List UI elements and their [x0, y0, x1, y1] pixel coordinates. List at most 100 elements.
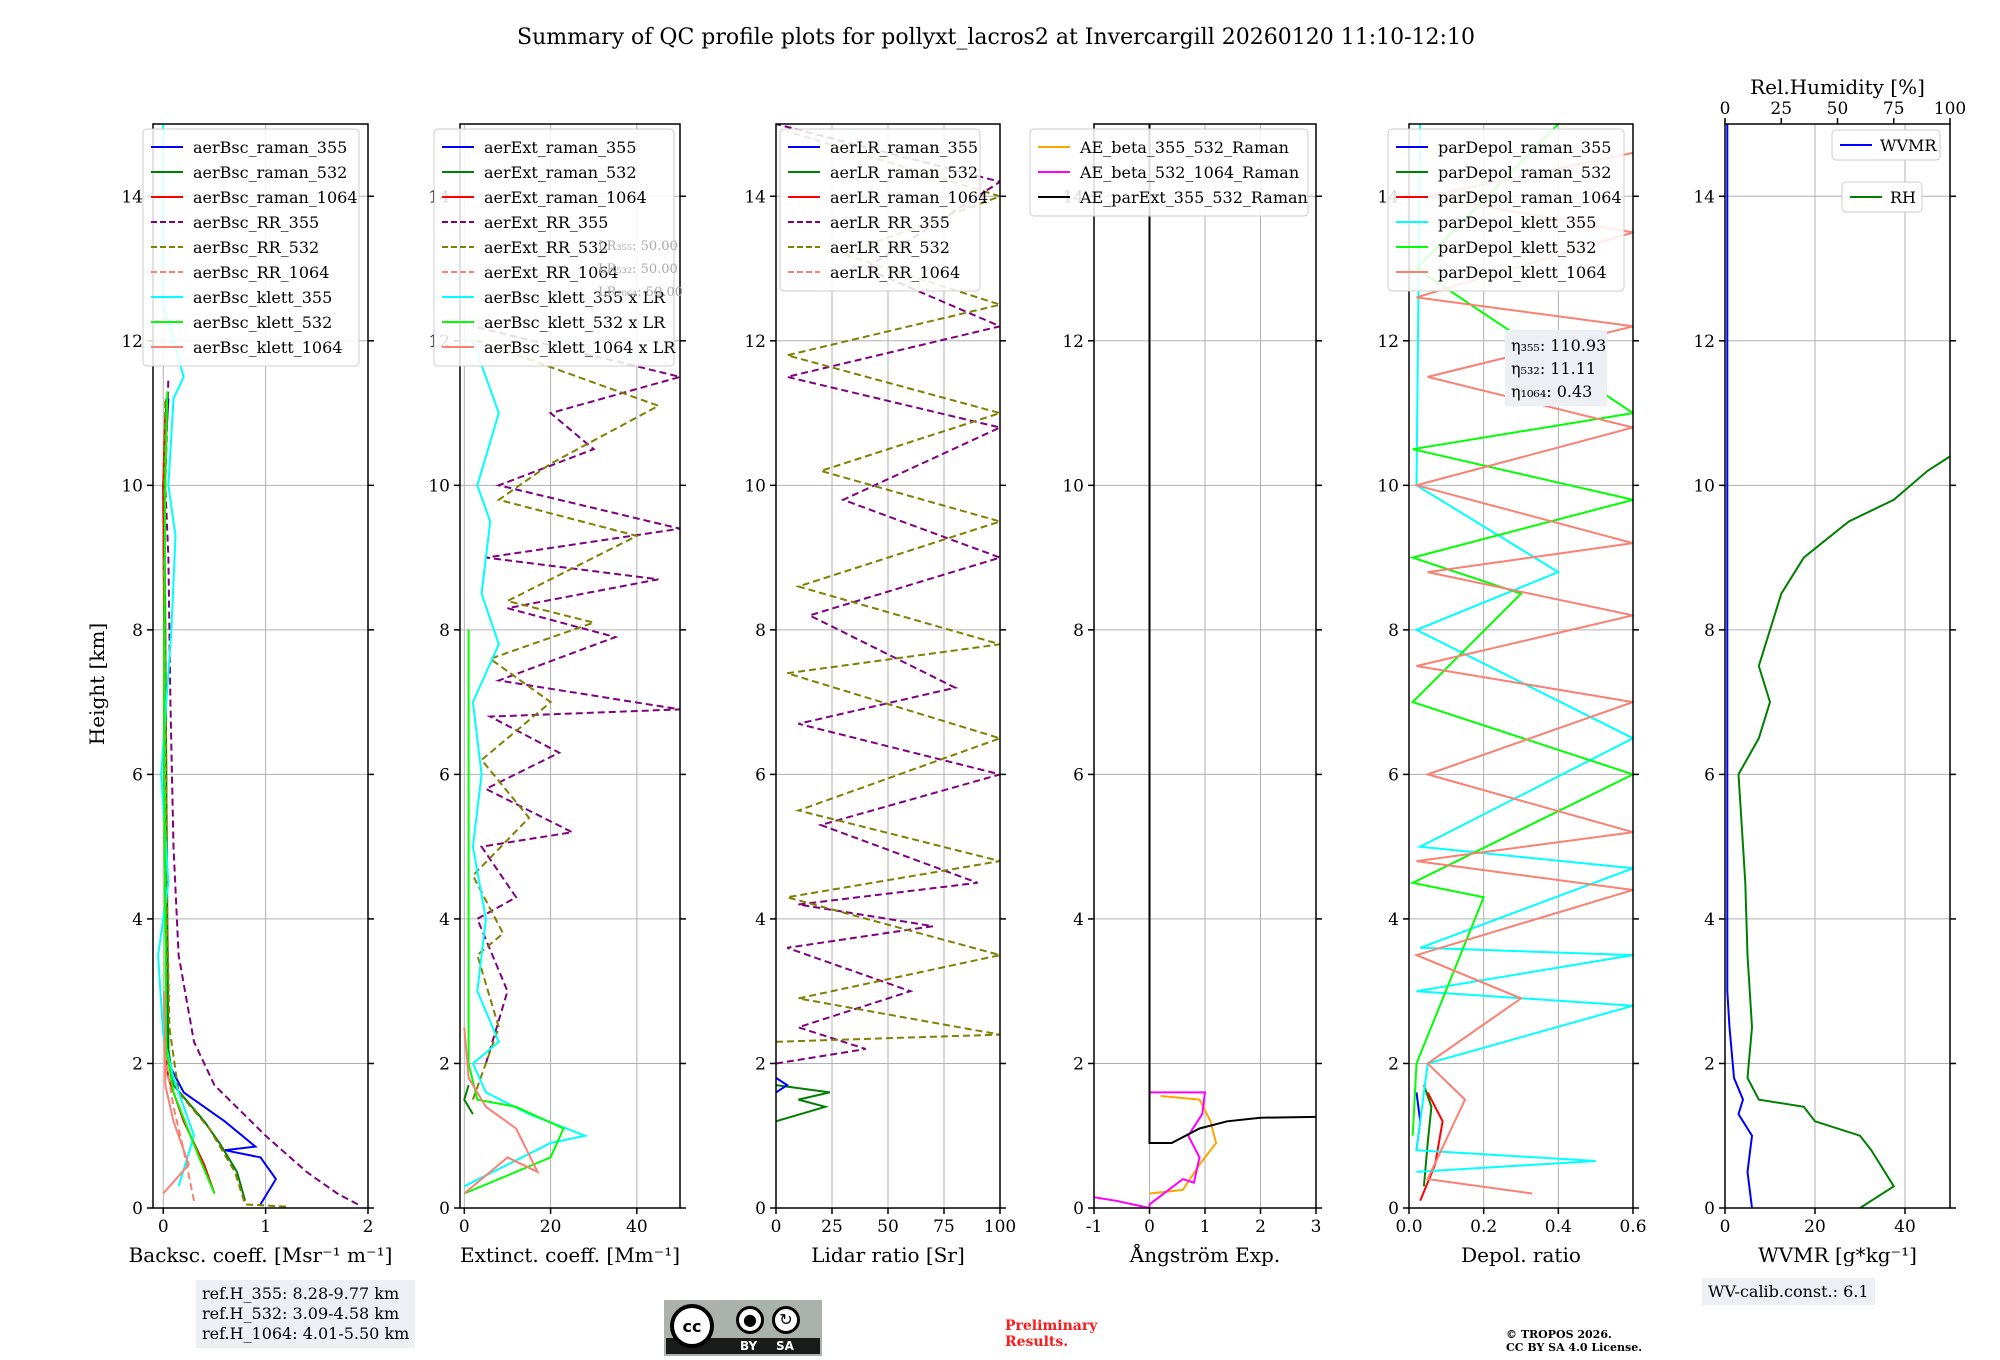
series-line-aerlr-rr-355 [776, 124, 1000, 1065]
legend-label-aerbsc-rr-532: aerBsc_RR_532 [193, 238, 319, 257]
series-line-aerlr-raman-355 [776, 1077, 790, 1094]
series-line-pardepol-raman-1064 [1419, 1091, 1444, 1202]
y-tick-label: 6 [439, 765, 450, 785]
series-group [776, 124, 1000, 1123]
series-line-aerext-rr-532 [471, 339, 661, 1100]
y-tick-label: 10 [744, 476, 766, 496]
top-axis-label: Rel.Humidity [%] [1750, 75, 1925, 99]
legend-label-aerlr-raman-532: aerLR_raman_532 [830, 163, 978, 182]
series-line-wvmr [1726, 124, 1754, 1208]
y-tick-label: 0 [1073, 1199, 1084, 1219]
x-tick-label: 0 [459, 1217, 470, 1237]
y-tick-label: 14 [121, 187, 143, 207]
axes-frame [1408, 123, 1634, 1209]
series-line-aerbsc-klett-1064 [162, 991, 190, 1195]
y-tick-label: 12 [1377, 332, 1399, 352]
y-tick-label: 8 [439, 621, 450, 641]
legend-label-aerbsc-raman-532: aerBsc_raman_532 [193, 163, 347, 182]
legend-label-wvmr: WVMR [1880, 136, 1937, 155]
x-tick-label: 2 [363, 1217, 374, 1237]
legend-label-aerbsc-klett-532-x-lr: aerBsc_klett_532 x LR [484, 313, 666, 332]
y-tick-label: 2 [439, 1054, 450, 1074]
wv-calibration-box: WV-calib.const.: 6.1 [1702, 1278, 1875, 1305]
y-axis-label: Height [km] [85, 623, 109, 745]
series-line-aerbsc-klett-355 [157, 124, 196, 1187]
legend: aerBsc_raman_355 aerBsc_raman_532 aerBsc_r… [142, 128, 360, 367]
eta-box-bg [1505, 330, 1607, 406]
lr-info-1: LR₅₃₂: 50.00 [598, 262, 678, 277]
x-axis-label: Ångström Exp. [1129, 1242, 1280, 1267]
top-tick-label: 0 [1720, 99, 1731, 119]
y-tick-label: 10 [1693, 476, 1715, 496]
series-line-ae-beta-532-1064-raman [1094, 1091, 1207, 1208]
y-tick-label: 0 [1704, 1199, 1715, 1219]
x-axis-label: Depol. ratio [1461, 1243, 1581, 1267]
x-tick-label: 0.2 [1470, 1217, 1497, 1237]
series-line-aerbsc-raman-355 [162, 398, 278, 1205]
person-icon: ● [736, 1306, 764, 1334]
series-line-rh [1737, 455, 1950, 1208]
preliminary-note: Preliminary Results. [1005, 1318, 1097, 1350]
ref-height-1064: ref.H_1064: 4.01-5.50 km [202, 1324, 410, 1343]
legend-label-pardepol-klett-532: parDepol_klett_532 [1438, 238, 1596, 257]
y-tick-label: 12 [1693, 332, 1715, 352]
cc-license-badge[interactable]: cc ● ↻ BY SA [664, 1300, 822, 1356]
panel-ext: 0246810121402040Extinct. coeff. [Mm⁻¹]ae… [428, 123, 686, 1267]
ref-height-355: ref.H_355: 8.28-9.77 km [202, 1284, 400, 1303]
x-tick-label: 0 [1144, 1217, 1155, 1237]
legend-box [1029, 128, 1309, 217]
y-tick-label: 12 [744, 332, 766, 352]
y-tick-label: 10 [121, 476, 143, 496]
y-tick-label: 0 [1388, 1199, 1399, 1219]
series-line-pardepol-klett-532 [1409, 124, 1633, 1136]
y-tick-label: 6 [132, 765, 143, 785]
y-tick-label: 14 [744, 187, 766, 207]
legend-box [1831, 129, 1941, 161]
legend-label-aerlr-raman-1064: aerLR_raman_1064 [830, 188, 988, 207]
panel-wv: 0 2 4 6 8 10 12 14 0 20 40 WVMR [g*kg⁻¹] 0 25 50 75 100 R… [1693, 75, 1966, 1267]
series-line-ae-beta-355-532-raman [1149, 1095, 1218, 1195]
y-tick-label: 8 [1388, 621, 1399, 641]
eta-value-1: η₅₃₂: 11.11 [1511, 359, 1596, 378]
series-line-aerlr-raman-532 [776, 1084, 831, 1123]
legend-label-aerext-rr-355: aerExt_RR_355 [484, 213, 608, 232]
y-tick-label: 0 [132, 1199, 143, 1219]
y-tick-label: 2 [1704, 1054, 1715, 1074]
y-tick-label: 6 [1704, 765, 1715, 785]
legend-label-aerbsc-klett-1064-x-lr: aerBsc_klett_1064 x LR [484, 338, 676, 357]
legend-label-aerbsc-raman-1064: aerBsc_raman_1064 [193, 188, 358, 207]
y-tick-label: 2 [1073, 1054, 1084, 1074]
x-tick-label: 25 [821, 1217, 843, 1237]
legend-label-ae-beta-355-532-raman: AE_beta_355_532_Raman [1079, 138, 1289, 157]
eta-value-2: η₁₀₆₄: 0.43 [1511, 382, 1592, 401]
x-tick-label: 0.4 [1545, 1217, 1572, 1237]
y-tick-label: 4 [1704, 910, 1715, 930]
x-tick-label: 0.0 [1395, 1217, 1422, 1237]
x-tick-label: 1 [1200, 1217, 1211, 1237]
cc-sa-label: SA [776, 1339, 794, 1353]
x-tick-label: 75 [933, 1217, 955, 1237]
panel-lr: 0 2 4 6 8 10 12 14 0 25 50 75 100 Lidar ratio [Sr] aer… [744, 123, 1016, 1267]
y-tick-label: 4 [1388, 910, 1399, 930]
series-line-aerbsc-klett-532-x-lr [463, 629, 565, 1195]
y-tick-label: 8 [132, 621, 143, 641]
copyright-note: © TROPOS 2026. CC BY SA 4.0 License. [1506, 1328, 1642, 1354]
series-line-aerbsc-klett-1064-x-lr [463, 1027, 540, 1195]
legend-label-aerbsc-klett-355-x-lr: aerBsc_klett_355 x LR [484, 288, 666, 307]
copyright-line-2: CC BY SA 4.0 License. [1506, 1341, 1643, 1354]
y-tick-label: 2 [1388, 1054, 1399, 1074]
series-line-pardepol-klett-1064 [1412, 151, 1633, 1195]
x-tick-label: 0.6 [1619, 1217, 1646, 1237]
y-tick-label: 0 [755, 1199, 766, 1219]
legend-label-aerbsc-klett-532: aerBsc_klett_532 [193, 313, 332, 332]
legend-box [142, 128, 360, 367]
series-group [1094, 124, 1316, 1208]
y-tick-label: 6 [1073, 765, 1084, 785]
legend-label-aerext-rr-532: aerExt_RR_532 [484, 238, 608, 257]
series-line-aerbsc-rr-355 [164, 376, 359, 1206]
reference-height-box: ref.H_355: 8.28-9.77 km ref.H_532: 3.09-… [196, 1280, 416, 1348]
x-tick-label: 50 [877, 1217, 899, 1237]
legend-label-pardepol-raman-355: parDepol_raman_355 [1438, 138, 1611, 157]
